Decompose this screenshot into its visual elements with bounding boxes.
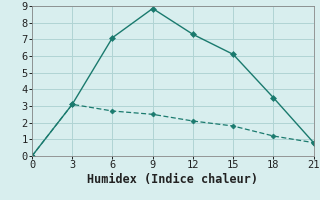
X-axis label: Humidex (Indice chaleur): Humidex (Indice chaleur) [87,173,258,186]
